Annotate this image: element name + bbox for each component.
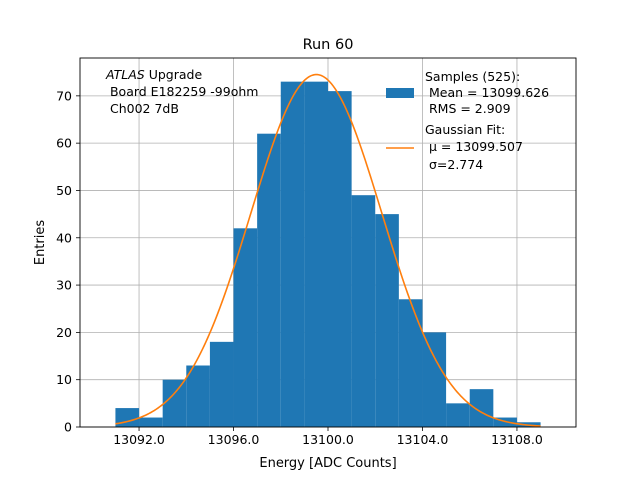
y-axis-ticks: 0 10 20 30 40 50 60 70 [56, 88, 80, 435]
annotation-upgrade: Upgrade [145, 67, 203, 82]
x-tick-label: 13108.0 [491, 432, 543, 447]
x-tick-label: 13100.0 [302, 432, 354, 447]
x-tick-label: 13092.0 [113, 432, 165, 447]
x-tick-label: 13096.0 [208, 432, 260, 447]
histogram-bar [162, 379, 187, 427]
gaussian-fit-curve [115, 73, 541, 427]
histogram-bar [398, 299, 423, 427]
legend: Samples (525): Mean = 13099.626 RMS = 2.… [386, 69, 549, 172]
chart-title: Run 60 [303, 37, 354, 53]
legend-samples-title: Samples (525): [425, 69, 520, 84]
annotation-line-2: Board E182259 -99ohm [106, 84, 258, 99]
histogram-bar [446, 403, 470, 427]
histogram-bar [209, 341, 234, 427]
x-axis-ticks: 13092.0 13096.0 13100.0 13104.0 13108.0 [113, 427, 543, 447]
legend-samples-rms: RMS = 2.909 [425, 101, 511, 116]
histogram-bar [115, 408, 140, 427]
histogram-bars [115, 81, 541, 428]
y-tick-label: 20 [56, 325, 72, 340]
x-tick-label: 13104.0 [397, 432, 449, 447]
legend-samples-mean: Mean = 13099.626 [425, 85, 549, 100]
y-tick-label: 60 [56, 136, 72, 151]
y-axis-label: Entries [33, 220, 48, 266]
histogram-bar [233, 228, 258, 427]
histogram-bar [328, 91, 352, 427]
histogram-bar [304, 81, 328, 428]
y-tick-label: 50 [56, 183, 72, 198]
gaussian-fit [115, 73, 541, 427]
y-tick-label: 40 [56, 230, 72, 245]
histogram-bar [186, 365, 210, 427]
y-tick-label: 30 [56, 278, 72, 293]
histogram-bar [422, 332, 447, 427]
experiment-annotation: ATLAS Upgrade Board E182259 -99ohm Ch002… [105, 67, 258, 116]
histogram-bar [139, 417, 163, 427]
annotation-line-3: Ch002 7dB [106, 101, 179, 116]
histogram-bar [351, 195, 376, 427]
x-axis-label: Energy [ADC Counts] [259, 456, 396, 471]
histogram-bar [375, 214, 399, 427]
histogram-bar [469, 389, 494, 427]
y-tick-label: 0 [64, 420, 72, 435]
histogram-bar [257, 133, 281, 427]
legend-fit-title: Gaussian Fit: [425, 122, 505, 137]
histogram-bar [280, 81, 305, 428]
annotation-line-1: ATLAS Upgrade [105, 67, 202, 82]
legend-fit-sigma: σ=2.774 [425, 157, 483, 172]
y-tick-label: 70 [56, 88, 72, 103]
y-tick-label: 10 [56, 372, 72, 387]
legend-fit-mu: μ = 13099.507 [425, 139, 523, 154]
legend-samples-swatch [386, 88, 414, 98]
annotation-atlas-italic: ATLAS [105, 67, 145, 82]
